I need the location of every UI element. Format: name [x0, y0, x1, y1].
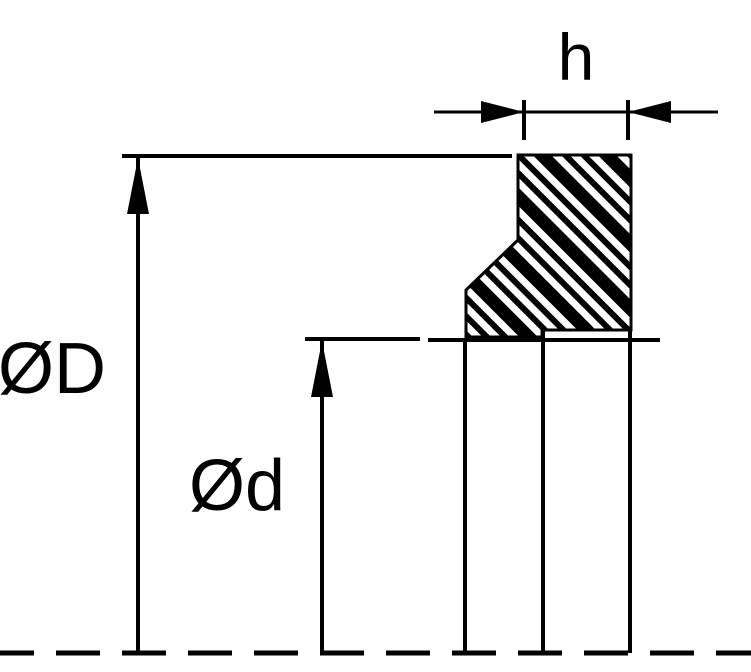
outer-diameter-label: ØD — [0, 329, 106, 409]
height-label: h — [558, 20, 595, 94]
height-dimension-group: h — [434, 20, 718, 140]
inner-diameter-dimension-group: Ød — [189, 337, 420, 653]
seal-cross-section — [464, 153, 633, 339]
projection-lines-group — [428, 330, 660, 653]
height-arrow-right — [628, 101, 671, 123]
inner-diameter-arrow — [311, 341, 333, 397]
height-arrow-left — [481, 101, 524, 123]
seal-hatch-pattern — [466, 155, 631, 337]
outer-diameter-arrow — [127, 158, 149, 214]
inner-diameter-label: Ød — [189, 446, 285, 526]
outer-diameter-dimension-group: ØD — [0, 154, 512, 653]
